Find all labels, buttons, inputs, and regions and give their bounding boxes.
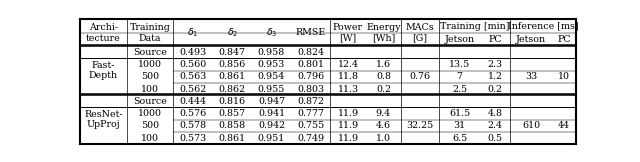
Text: 0.942: 0.942 xyxy=(258,121,285,130)
Text: 33: 33 xyxy=(525,72,537,81)
Text: 0.947: 0.947 xyxy=(258,97,285,106)
Text: 11.9: 11.9 xyxy=(337,133,358,143)
Text: 0.856: 0.856 xyxy=(219,60,246,69)
Text: 0.824: 0.824 xyxy=(297,48,324,57)
Text: Inference [ms]: Inference [ms] xyxy=(508,22,579,31)
Text: Source: Source xyxy=(133,97,167,106)
Text: 0.861: 0.861 xyxy=(219,133,246,143)
Text: 0.560: 0.560 xyxy=(179,60,207,69)
Text: Jetson: Jetson xyxy=(516,35,546,44)
Text: 0.5: 0.5 xyxy=(488,133,503,143)
Text: Jetson: Jetson xyxy=(444,35,475,44)
Text: 0.951: 0.951 xyxy=(258,133,285,143)
Text: 100: 100 xyxy=(141,85,159,94)
Text: 2.4: 2.4 xyxy=(488,121,503,130)
Text: 0.847: 0.847 xyxy=(219,48,246,57)
Text: Fast-
Depth: Fast- Depth xyxy=(89,61,118,81)
Text: RMSE: RMSE xyxy=(296,28,326,37)
Text: 0.858: 0.858 xyxy=(219,121,246,130)
Text: $\delta_1$: $\delta_1$ xyxy=(188,27,199,39)
Text: 32.25: 32.25 xyxy=(406,121,433,130)
Text: $\delta_2$: $\delta_2$ xyxy=(227,27,238,39)
Text: 0.8: 0.8 xyxy=(376,72,391,81)
Text: 0.801: 0.801 xyxy=(297,60,324,69)
Text: 0.803: 0.803 xyxy=(297,85,324,94)
Text: 0.573: 0.573 xyxy=(179,133,207,143)
Text: 0.954: 0.954 xyxy=(258,72,285,81)
Text: 10: 10 xyxy=(558,72,570,81)
Text: 0.444: 0.444 xyxy=(180,97,207,106)
Text: 0.76: 0.76 xyxy=(410,72,431,81)
Text: Power
[W]: Power [W] xyxy=(333,23,363,43)
Text: 4.6: 4.6 xyxy=(376,121,391,130)
Text: $\delta_3$: $\delta_3$ xyxy=(266,27,277,39)
Text: 0.2: 0.2 xyxy=(488,85,503,94)
Text: ResNet-
UpProj: ResNet- UpProj xyxy=(84,110,123,129)
Text: MACs
[G]: MACs [G] xyxy=(406,23,435,43)
Text: 0.953: 0.953 xyxy=(258,60,285,69)
Text: 100: 100 xyxy=(141,133,159,143)
Text: 0.941: 0.941 xyxy=(258,109,285,118)
Text: 7: 7 xyxy=(456,72,463,81)
Text: 500: 500 xyxy=(141,121,159,130)
Text: 12.4: 12.4 xyxy=(337,60,358,69)
Text: 4.8: 4.8 xyxy=(488,109,503,118)
Text: 9.4: 9.4 xyxy=(376,109,391,118)
Text: 44: 44 xyxy=(558,121,570,130)
Text: Training
Data: Training Data xyxy=(130,23,170,43)
Text: 0.562: 0.562 xyxy=(179,85,207,94)
Text: 61.5: 61.5 xyxy=(449,109,470,118)
Text: 0.493: 0.493 xyxy=(179,48,207,57)
Text: 0.857: 0.857 xyxy=(219,109,246,118)
Text: 1000: 1000 xyxy=(138,60,162,69)
Text: 13.5: 13.5 xyxy=(449,60,470,69)
Text: Training [min]: Training [min] xyxy=(440,22,509,31)
Text: 11.8: 11.8 xyxy=(337,72,358,81)
Text: 31: 31 xyxy=(454,121,466,130)
Text: Energy
[Wh]: Energy [Wh] xyxy=(366,23,401,43)
Text: Archi-
tecture: Archi- tecture xyxy=(86,23,121,43)
Text: 0.755: 0.755 xyxy=(297,121,324,130)
Text: 1.2: 1.2 xyxy=(488,72,503,81)
Text: 500: 500 xyxy=(141,72,159,81)
Text: 0.749: 0.749 xyxy=(297,133,324,143)
Text: 11.9: 11.9 xyxy=(337,109,358,118)
Text: 610: 610 xyxy=(522,121,540,130)
Text: 2.5: 2.5 xyxy=(452,85,467,94)
Text: 11.9: 11.9 xyxy=(337,121,358,130)
Text: 2.3: 2.3 xyxy=(488,60,503,69)
Text: 0.862: 0.862 xyxy=(219,85,246,94)
Text: 0.958: 0.958 xyxy=(258,48,285,57)
Text: 0.563: 0.563 xyxy=(179,72,207,81)
Text: 6.5: 6.5 xyxy=(452,133,467,143)
Text: 0.861: 0.861 xyxy=(219,72,246,81)
Text: 0.777: 0.777 xyxy=(297,109,324,118)
Text: 0.872: 0.872 xyxy=(297,97,324,106)
Text: 0.2: 0.2 xyxy=(376,85,391,94)
Text: 0.955: 0.955 xyxy=(258,85,285,94)
Text: Source: Source xyxy=(133,48,167,57)
Text: 0.796: 0.796 xyxy=(297,72,324,81)
Text: 1000: 1000 xyxy=(138,109,162,118)
Text: 0.576: 0.576 xyxy=(179,109,207,118)
Text: PC: PC xyxy=(557,35,571,44)
Text: 0.816: 0.816 xyxy=(219,97,246,106)
Text: 0.578: 0.578 xyxy=(179,121,207,130)
Text: 1.0: 1.0 xyxy=(376,133,391,143)
Text: PC: PC xyxy=(488,35,502,44)
Text: 1.6: 1.6 xyxy=(376,60,391,69)
Text: 11.3: 11.3 xyxy=(337,85,358,94)
